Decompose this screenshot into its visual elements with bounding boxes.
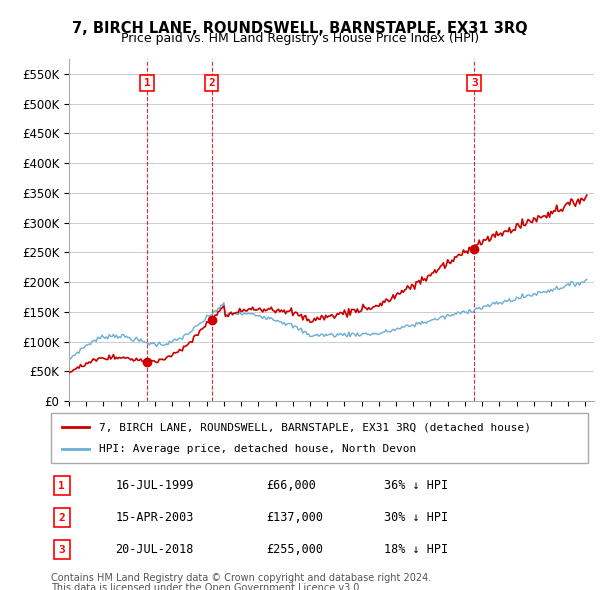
Text: £255,000: £255,000 bbox=[266, 543, 323, 556]
Text: Contains HM Land Registry data © Crown copyright and database right 2024.: Contains HM Land Registry data © Crown c… bbox=[51, 573, 431, 584]
Text: Price paid vs. HM Land Registry's House Price Index (HPI): Price paid vs. HM Land Registry's House … bbox=[121, 32, 479, 45]
Text: This data is licensed under the Open Government Licence v3.0.: This data is licensed under the Open Gov… bbox=[51, 583, 362, 590]
Text: 7, BIRCH LANE, ROUNDSWELL, BARNSTAPLE, EX31 3RQ (detached house): 7, BIRCH LANE, ROUNDSWELL, BARNSTAPLE, E… bbox=[100, 422, 532, 432]
Text: £137,000: £137,000 bbox=[266, 511, 323, 524]
Text: 1: 1 bbox=[144, 78, 151, 88]
Text: 16-JUL-1999: 16-JUL-1999 bbox=[115, 479, 194, 492]
Text: 20-JUL-2018: 20-JUL-2018 bbox=[115, 543, 194, 556]
Text: 30% ↓ HPI: 30% ↓ HPI bbox=[384, 511, 448, 524]
Text: 7, BIRCH LANE, ROUNDSWELL, BARNSTAPLE, EX31 3RQ: 7, BIRCH LANE, ROUNDSWELL, BARNSTAPLE, E… bbox=[72, 21, 528, 35]
Text: 18% ↓ HPI: 18% ↓ HPI bbox=[384, 543, 448, 556]
Text: 2: 2 bbox=[208, 78, 215, 88]
Text: 2: 2 bbox=[58, 513, 65, 523]
Text: £66,000: £66,000 bbox=[266, 479, 316, 492]
Text: 15-APR-2003: 15-APR-2003 bbox=[115, 511, 194, 524]
Text: 1: 1 bbox=[58, 481, 65, 490]
FancyBboxPatch shape bbox=[51, 413, 588, 463]
Text: 36% ↓ HPI: 36% ↓ HPI bbox=[384, 479, 448, 492]
Text: 3: 3 bbox=[471, 78, 478, 88]
Text: HPI: Average price, detached house, North Devon: HPI: Average price, detached house, Nort… bbox=[100, 444, 416, 454]
Text: 3: 3 bbox=[58, 545, 65, 555]
